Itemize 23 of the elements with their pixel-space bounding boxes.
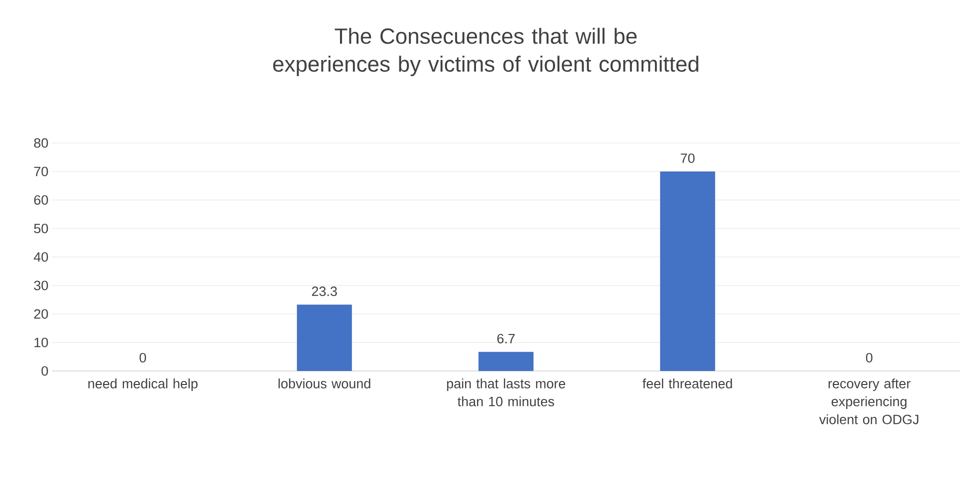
y-tick-label: 30 (34, 280, 48, 290)
bar (660, 171, 716, 371)
chart-title: The Consecuences that will be experiences by victims of violent committed (273, 28, 698, 76)
x-tick-label: pain that lasts more than 10 minutes (447, 378, 566, 406)
data-label: 23.3 (312, 286, 337, 296)
data-label: 0 (866, 352, 872, 362)
x-tick-label: feel threatened (642, 378, 732, 388)
y-tick-label: 50 (34, 224, 48, 234)
x-tick-label: lobvious wound (278, 378, 370, 388)
y-tick-label: 0 (42, 366, 48, 376)
y-tick-label: 10 (34, 338, 48, 348)
y-tick-label: 70 (34, 166, 48, 176)
data-label: 0 (140, 352, 146, 362)
bar (478, 352, 534, 371)
bar (296, 304, 352, 371)
y-tick-label: 20 (34, 309, 48, 319)
x-tick-label: need medical help (88, 378, 198, 392)
data-label: 70 (680, 153, 695, 163)
x-tick-label: recovery after experiencing violent on ODGJ (819, 378, 918, 424)
data-label: 6.7 (497, 334, 515, 344)
y-tick-label: 80 (34, 138, 48, 148)
y-tick-label: 40 (34, 252, 48, 262)
y-tick-label: 60 (34, 195, 48, 205)
